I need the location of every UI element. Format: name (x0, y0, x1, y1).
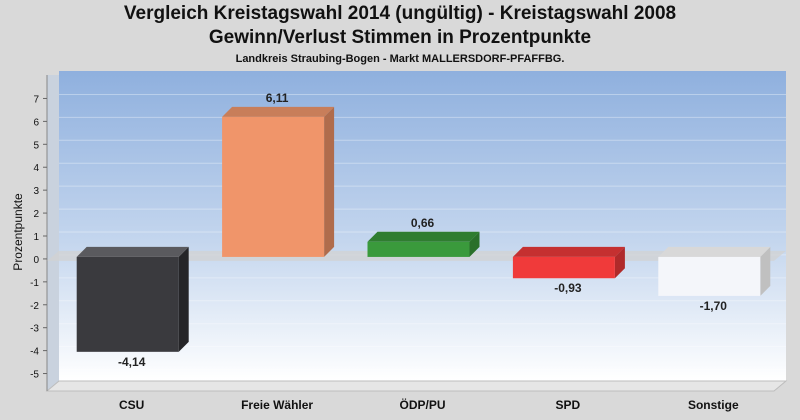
data-label: -4,14 (118, 355, 146, 369)
bar-sonstige (658, 246, 771, 296)
bar-csu (76, 246, 189, 352)
bar-top (658, 246, 771, 257)
y-tick-label: 6 (33, 117, 39, 128)
bar-side (614, 246, 625, 279)
y-tick-label: -4 (30, 347, 39, 358)
y-tick-label: 1 (33, 232, 39, 243)
y-axis-label: Prozentpunkte (11, 193, 25, 271)
bar-spd (512, 246, 625, 279)
x-tick-label: Sonstige (688, 398, 739, 412)
bar-front (367, 241, 470, 257)
y-tick-label: -5 (30, 370, 39, 381)
bar-top (222, 106, 335, 117)
plot-floor (45, 380, 788, 392)
data-label: 6,11 (266, 91, 289, 105)
data-label: -1,70 (700, 299, 728, 313)
bar-front (512, 256, 615, 279)
y-tick-label: 5 (33, 140, 39, 151)
x-tick-label: SPD (556, 398, 581, 412)
bar-side (178, 246, 189, 352)
bar-front (76, 256, 179, 352)
y-tick-label: -3 (30, 324, 39, 335)
data-label: 0,66 (411, 216, 435, 230)
bar-side (760, 246, 771, 296)
x-tick-label: CSU (119, 398, 144, 412)
y-tick-label: 7 (33, 94, 39, 105)
plot-side-wall (47, 75, 59, 391)
bar-top (512, 246, 625, 257)
y-tick-label: 2 (33, 209, 39, 220)
y-tick-label: 4 (33, 163, 39, 174)
bar-front (222, 116, 325, 257)
y-tick-label: 0 (33, 255, 39, 266)
data-label: -0,93 (554, 281, 582, 295)
y-tick-label: 3 (33, 186, 39, 197)
bar-side (324, 106, 335, 257)
x-tick-label: Freie Wähler (241, 398, 313, 412)
bar-front (658, 256, 761, 296)
bar--dp-pu (367, 231, 480, 257)
chart-region-subtitle: Landkreis Straubing-Bogen - Markt MALLER… (235, 53, 565, 65)
x-tick-label: ÖDP/PU (399, 397, 445, 412)
y-tick-label: -2 (30, 301, 39, 312)
bar-top (76, 246, 189, 257)
bar-freie-w-hler (222, 106, 335, 257)
bar-side (469, 231, 480, 257)
chart-title: Vergleich Kreistagswahl 2014 (ungültig) … (123, 3, 677, 24)
bar-top (367, 231, 480, 242)
chart-subtitle: Gewinn/Verlust Stimmen in Prozentpunkte (208, 27, 592, 48)
y-tick-label: -1 (30, 278, 39, 289)
